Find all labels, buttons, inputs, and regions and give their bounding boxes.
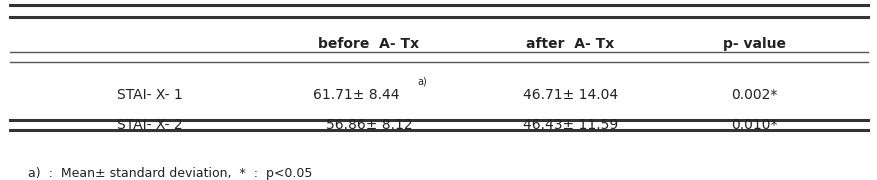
Text: a): a)	[417, 76, 426, 87]
Text: a)  :  Mean± standard deviation,  *  :  p<0.05: a) : Mean± standard deviation, * : p<0.0…	[27, 167, 311, 180]
Text: 46.71± 14.04: 46.71± 14.04	[522, 88, 617, 102]
Text: STAI- X- 2: STAI- X- 2	[118, 118, 182, 132]
Text: STAI- X- 1: STAI- X- 1	[118, 88, 182, 102]
Text: 61.71± 8.44: 61.71± 8.44	[312, 88, 399, 102]
Text: 0.010*: 0.010*	[730, 118, 776, 132]
Text: 56.86± 8.12: 56.86± 8.12	[325, 118, 412, 132]
Text: after  A- Tx: after A- Tx	[525, 37, 614, 51]
Text: p- value: p- value	[722, 37, 785, 51]
Text: before  A- Tx: before A- Tx	[318, 37, 419, 51]
Text: 0.002*: 0.002*	[730, 88, 776, 102]
Text: 46.43± 11.59: 46.43± 11.59	[522, 118, 617, 132]
